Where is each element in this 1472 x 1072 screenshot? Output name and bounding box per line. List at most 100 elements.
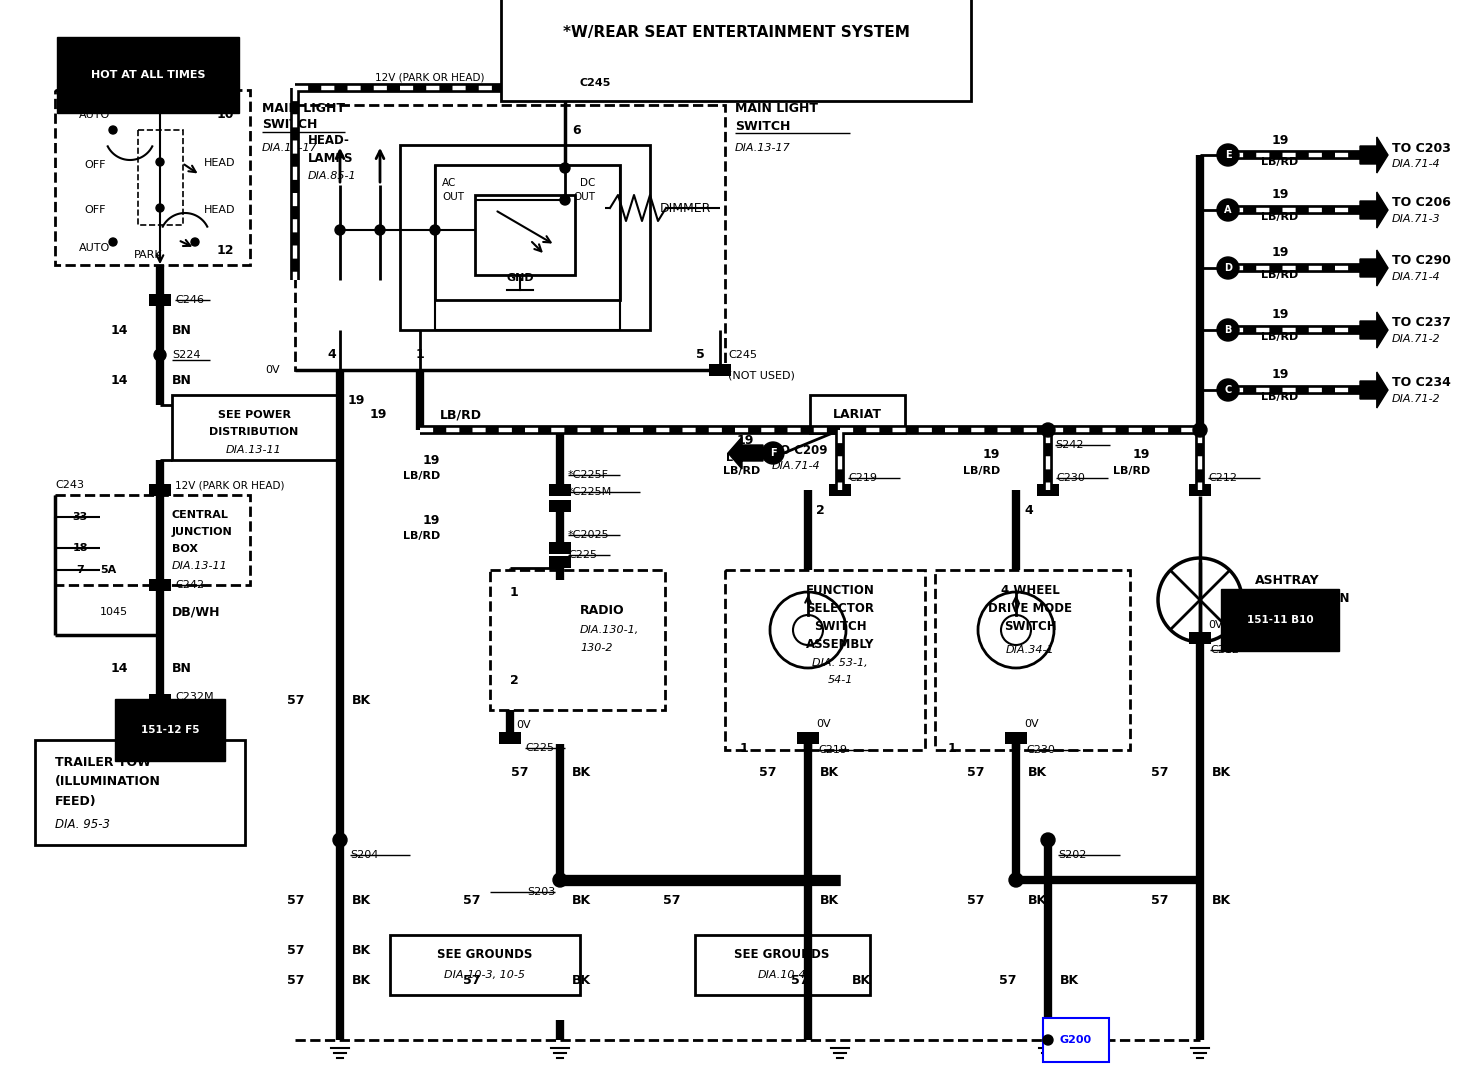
- Text: BK: BK: [573, 765, 592, 778]
- Text: TO C290: TO C290: [1393, 254, 1451, 268]
- Text: 130-2: 130-2: [580, 643, 612, 653]
- Text: 19: 19: [422, 513, 440, 526]
- Text: 18: 18: [72, 544, 88, 553]
- Text: 19: 19: [422, 453, 440, 466]
- Text: F: F: [770, 448, 776, 458]
- Text: 19: 19: [1272, 309, 1288, 322]
- Text: LB/RD: LB/RD: [1262, 270, 1298, 280]
- Text: 14: 14: [110, 373, 128, 387]
- Polygon shape: [1360, 372, 1388, 408]
- Text: 19: 19: [1272, 189, 1288, 202]
- Text: DIA.13-17: DIA.13-17: [262, 143, 318, 153]
- Text: 5A: 5A: [100, 565, 116, 575]
- Text: C245: C245: [729, 349, 757, 360]
- Text: DISTRIBUTION: DISTRIBUTION: [209, 427, 299, 437]
- Text: 57: 57: [998, 973, 1016, 986]
- Text: BN: BN: [172, 373, 191, 387]
- Circle shape: [1217, 379, 1239, 401]
- Text: 57: 57: [287, 973, 305, 986]
- Text: DIA. 95-3: DIA. 95-3: [54, 819, 110, 832]
- Circle shape: [1217, 257, 1239, 279]
- Text: C245: C245: [580, 78, 611, 88]
- Text: 57: 57: [1151, 765, 1167, 778]
- Text: C246: C246: [175, 295, 205, 306]
- Text: 0V: 0V: [1209, 620, 1223, 630]
- Text: HEAD-: HEAD-: [308, 134, 350, 147]
- Text: 0V: 0V: [265, 364, 280, 375]
- Text: *C225F: *C225F: [568, 470, 609, 480]
- Text: OUT: OUT: [442, 192, 464, 202]
- Text: PARK: PARK: [134, 250, 162, 260]
- Bar: [294, 105, 726, 370]
- Text: FEED): FEED): [54, 795, 97, 808]
- Circle shape: [155, 349, 166, 361]
- Text: 19: 19: [743, 448, 760, 462]
- Bar: [149, 294, 171, 306]
- Circle shape: [1041, 833, 1055, 847]
- Bar: [549, 556, 571, 568]
- Text: *W/REAR SEAT ENTERTAINMENT SYSTEM: *W/REAR SEAT ENTERTAINMENT SYSTEM: [562, 25, 910, 40]
- Text: E: E: [1225, 150, 1231, 160]
- Polygon shape: [729, 437, 762, 470]
- Text: BK: BK: [573, 973, 592, 986]
- Circle shape: [333, 833, 347, 847]
- Text: 12V (PARK OR HEAD): 12V (PARK OR HEAD): [375, 73, 484, 83]
- Text: 57: 57: [462, 893, 480, 907]
- Text: LB/RD: LB/RD: [1262, 212, 1298, 222]
- Bar: [138, 130, 183, 225]
- Text: DC: DC: [580, 178, 595, 188]
- Text: 57: 57: [790, 973, 808, 986]
- Text: BK: BK: [1060, 973, 1079, 986]
- Text: G200: G200: [1060, 1034, 1092, 1045]
- Circle shape: [191, 238, 199, 245]
- Bar: [549, 542, 571, 554]
- Text: 57: 57: [758, 765, 776, 778]
- Text: C230: C230: [1026, 745, 1055, 755]
- Text: D: D: [1225, 263, 1232, 273]
- Bar: [549, 483, 571, 496]
- Text: B: B: [1225, 325, 1232, 334]
- Text: TO C237: TO C237: [1393, 316, 1451, 329]
- Circle shape: [553, 873, 567, 887]
- Text: S203: S203: [527, 887, 555, 897]
- Bar: [54, 495, 250, 585]
- Circle shape: [375, 225, 386, 235]
- Text: 19: 19: [1272, 247, 1288, 259]
- Text: S202: S202: [1058, 850, 1086, 860]
- Bar: [549, 500, 571, 512]
- Text: LB/RD: LB/RD: [1262, 332, 1298, 342]
- Circle shape: [1217, 319, 1239, 341]
- Text: 4 WHEEL: 4 WHEEL: [1001, 583, 1060, 596]
- Text: BK: BK: [852, 973, 871, 986]
- Text: C242: C242: [175, 580, 205, 590]
- Text: 14: 14: [110, 324, 128, 337]
- Text: C219: C219: [848, 473, 877, 483]
- Text: (NOT USED): (NOT USED): [729, 370, 795, 379]
- Text: 1: 1: [948, 742, 957, 755]
- Circle shape: [109, 126, 116, 134]
- Bar: [149, 709, 171, 721]
- Bar: [796, 732, 818, 744]
- Bar: [149, 694, 171, 706]
- Text: DIA.10-4: DIA.10-4: [758, 970, 807, 980]
- Text: 12V (PARK OR HEAD): 12V (PARK OR HEAD): [175, 480, 284, 490]
- Text: TO C209: TO C209: [771, 444, 827, 457]
- Text: SWITCH: SWITCH: [814, 620, 867, 632]
- Text: 7: 7: [77, 565, 84, 575]
- Text: HOT AT ALL TIMES: HOT AT ALL TIMES: [91, 70, 205, 80]
- Text: CENTRAL: CENTRAL: [172, 510, 228, 520]
- Text: LB/RD: LB/RD: [1262, 392, 1298, 402]
- Text: ASHTRAY: ASHTRAY: [1256, 574, 1319, 586]
- Text: S204: S204: [350, 850, 378, 860]
- Text: DIA.71-4: DIA.71-4: [1393, 272, 1441, 282]
- Text: LB/RD: LB/RD: [963, 466, 999, 476]
- Text: BK: BK: [352, 943, 371, 956]
- Text: BN: BN: [172, 324, 191, 337]
- Bar: [553, 81, 576, 94]
- Bar: [810, 394, 905, 433]
- Text: BK: BK: [1211, 893, 1231, 907]
- Text: SEE GROUNDS: SEE GROUNDS: [437, 949, 533, 962]
- Text: S224: S224: [172, 349, 200, 360]
- Text: C230: C230: [1055, 473, 1085, 483]
- Text: DIA.71-2: DIA.71-2: [1393, 394, 1441, 404]
